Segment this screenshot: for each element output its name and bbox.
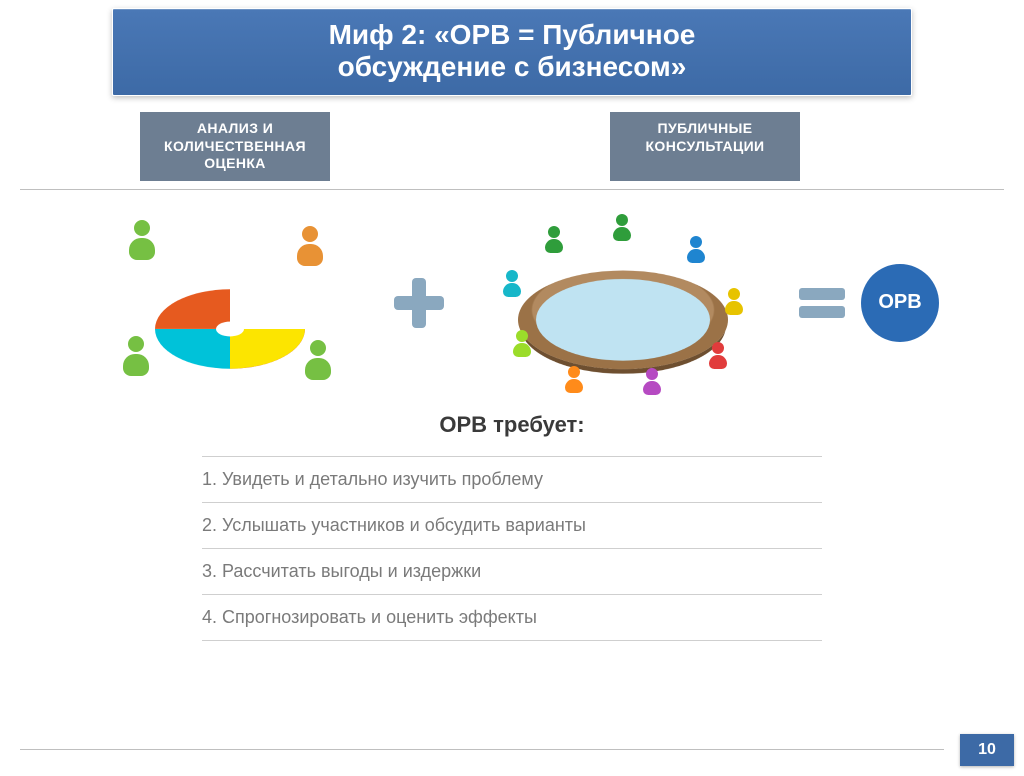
tab-analysis-l2: КОЛИЧЕСТВЕННАЯ: [156, 138, 314, 156]
equation-row: ОРВ: [0, 190, 1024, 408]
participant-icon: [707, 342, 729, 370]
page-number-badge: 10: [960, 734, 1014, 766]
worker-icon: [125, 220, 159, 264]
tab-analysis-l3: ОЦЕНКА: [156, 155, 314, 173]
participant-icon: [501, 270, 523, 298]
orv-result-badge: ОРВ: [861, 264, 939, 342]
slide-title-line2: обсуждение с бизнесом»: [137, 51, 887, 83]
equals-icon: [797, 286, 847, 320]
plus-icon: [389, 276, 449, 330]
tab-analysis-l1: АНАЛИЗ И: [156, 120, 314, 138]
requirement-item: 3. Рассчитать выгоды и издержки: [202, 549, 822, 595]
slide-title-line1: Миф 2: «ОРВ = Публичное: [137, 19, 887, 51]
requirements-list: 1. Увидеть и детально изучить проблему 2…: [202, 456, 822, 641]
worker-icon: [119, 336, 153, 380]
orv-result-label: ОРВ: [878, 291, 921, 314]
slide-title: Миф 2: «ОРВ = Публичное обсуждение с биз…: [112, 8, 912, 96]
participant-icon: [543, 226, 565, 254]
illustration-consultation: [463, 208, 783, 398]
participant-icon: [511, 330, 533, 358]
worker-icon: [293, 226, 327, 270]
divider-bottom: [20, 749, 944, 750]
tab-consult-l1: ПУБЛИЧНЫЕ: [626, 120, 784, 138]
worker-icon: [301, 340, 335, 384]
illustration-analysis: [85, 208, 375, 398]
participant-icon: [685, 236, 707, 264]
participant-icon: [641, 368, 663, 396]
tab-analysis: АНАЛИЗ И КОЛИЧЕСТВЕННАЯ ОЦЕНКА: [140, 112, 330, 181]
tab-consultations: ПУБЛИЧНЫЕ КОНСУЛЬТАЦИИ: [610, 112, 800, 181]
round-table-icon: [518, 270, 728, 369]
page-number: 10: [978, 741, 996, 759]
requirements-heading: ОРВ требует:: [0, 412, 1024, 438]
participant-icon: [723, 288, 745, 316]
tab-consult-l2: КОНСУЛЬТАЦИИ: [626, 138, 784, 156]
requirement-item: 2. Услышать участников и обсудить вариан…: [202, 503, 822, 549]
requirement-item: 4. Спрогнозировать и оценить эффекты: [202, 595, 822, 641]
category-tabs: АНАЛИЗ И КОЛИЧЕСТВЕННАЯ ОЦЕНКА ПУБЛИЧНЫЕ…: [0, 96, 1024, 185]
participant-icon: [563, 366, 585, 394]
pie-3d-icon: [155, 289, 305, 368]
participant-icon: [611, 214, 633, 242]
requirement-item: 1. Увидеть и детально изучить проблему: [202, 456, 822, 503]
